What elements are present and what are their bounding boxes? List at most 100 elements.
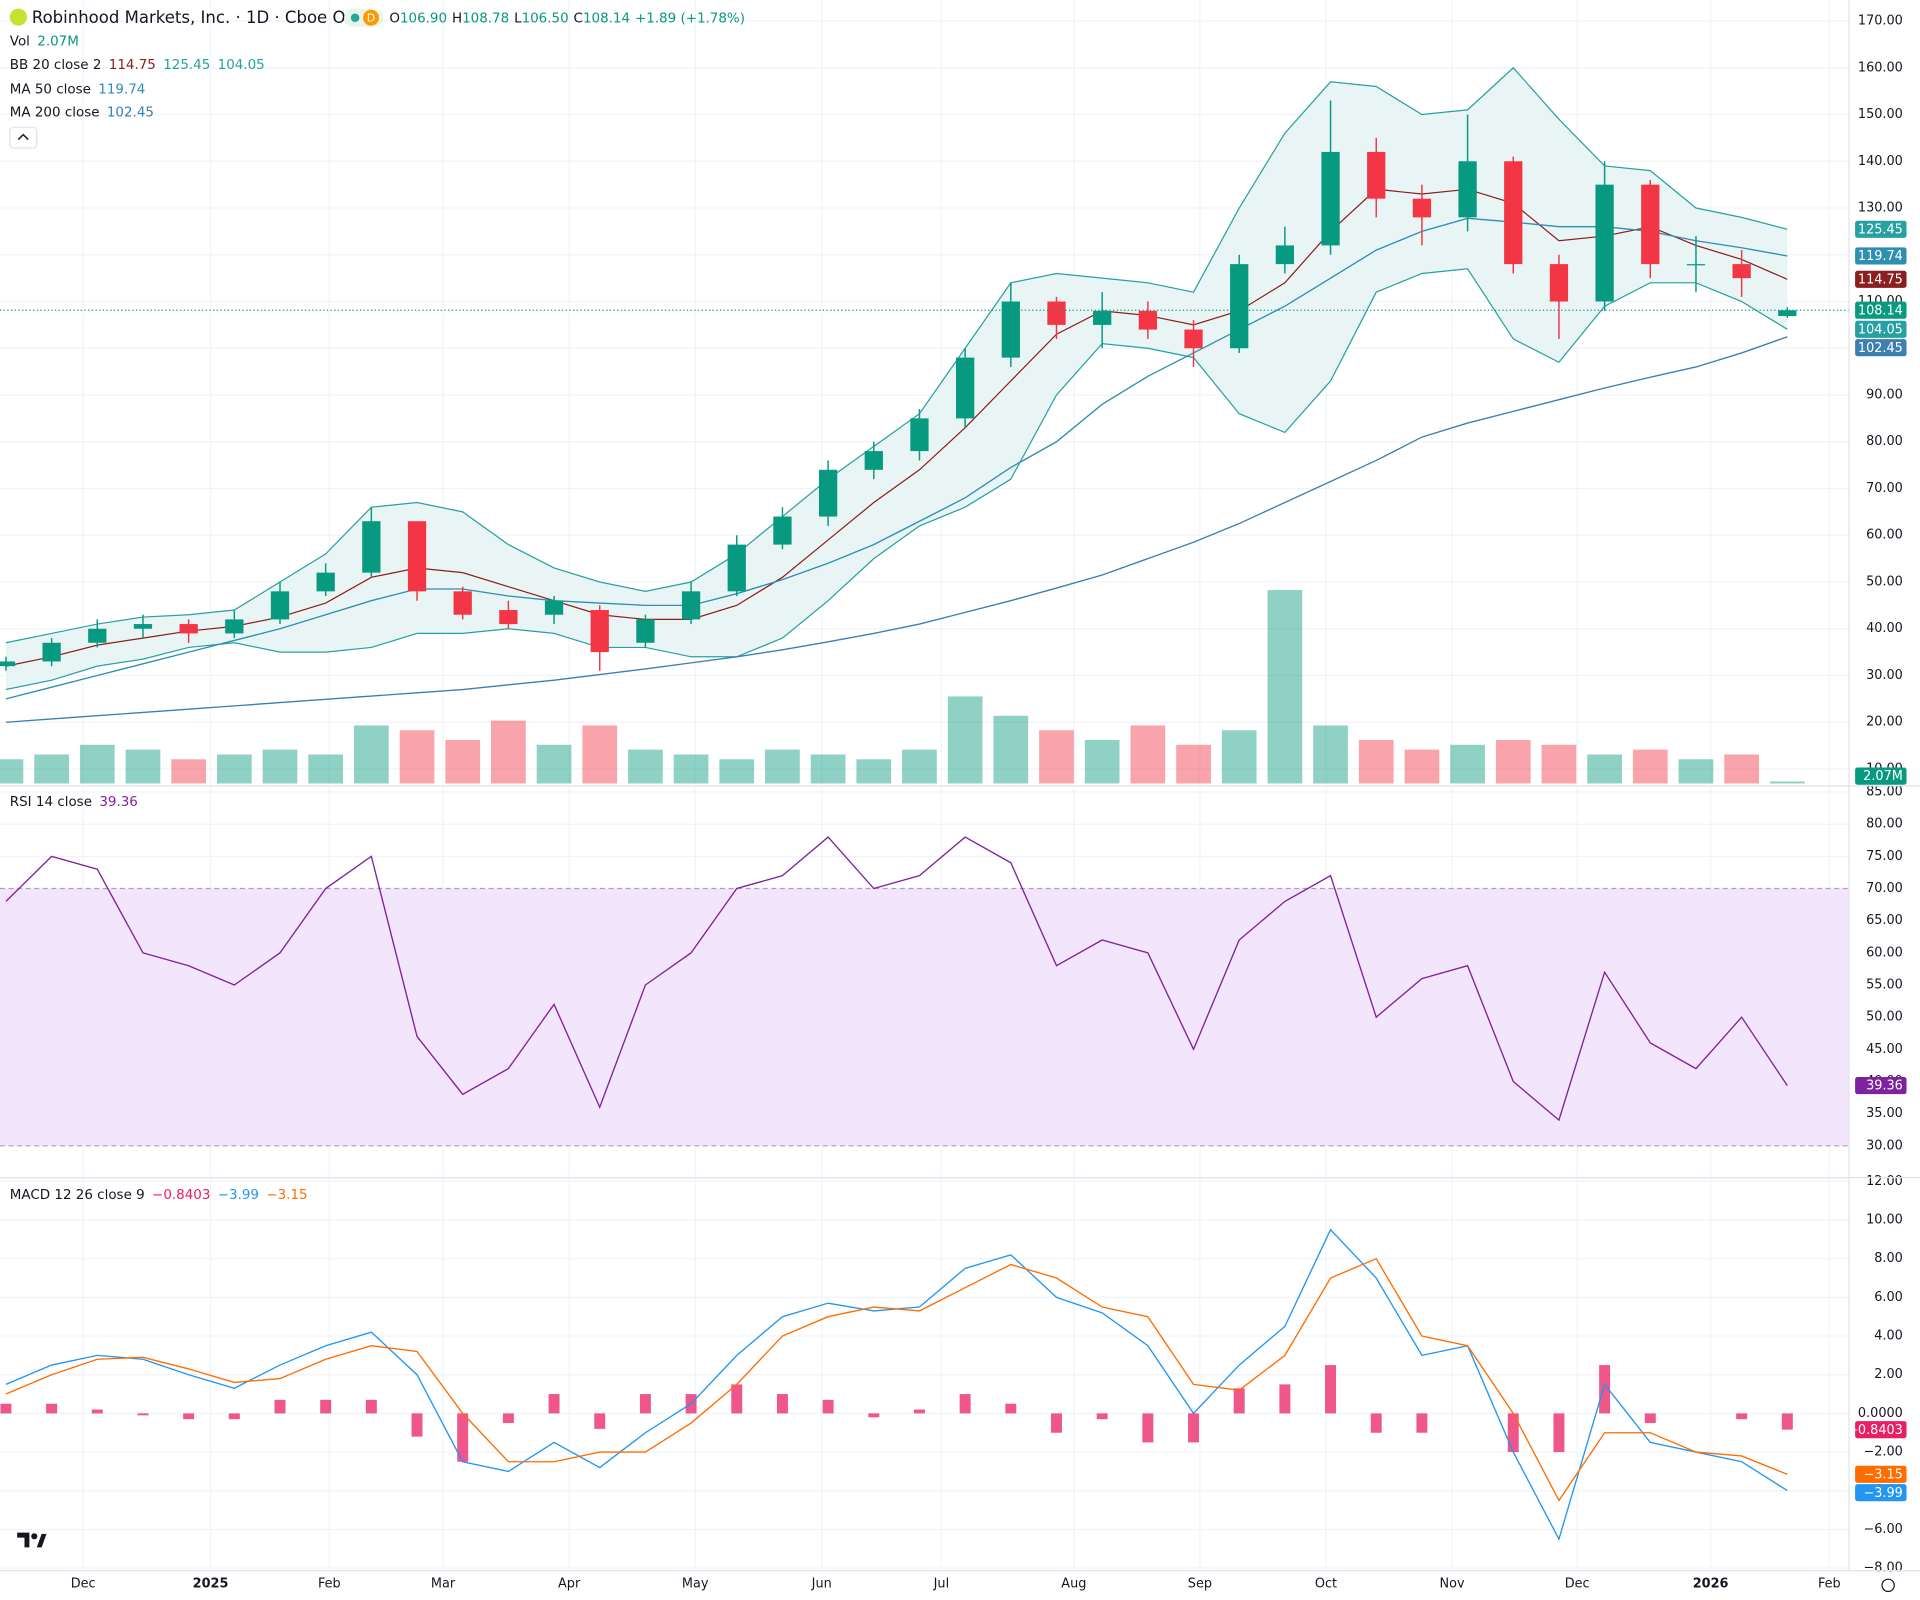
candle-body (681, 591, 701, 620)
legend-value: 125.45 (163, 58, 210, 73)
legend: Vol 2.07M (10, 35, 79, 50)
price-badge (1855, 1077, 1907, 1095)
volume-bar (353, 725, 389, 784)
bb-fill (5, 67, 1788, 690)
ohlc-label: H (452, 11, 462, 26)
volume-bar (1587, 754, 1622, 784)
legend: MA 50 close 119.74 (10, 82, 146, 97)
y-tick-label: 140.00 (1858, 154, 1903, 169)
logo-part (36, 1533, 47, 1548)
candle-body (1093, 310, 1112, 325)
legend: BB 20 close 2 114.75 125.45 104.05 (10, 58, 265, 73)
price-badge-text: 114.75 (1858, 272, 1903, 287)
volume-bar (1632, 749, 1668, 784)
histogram-bar (1644, 1413, 1656, 1424)
candle-body (499, 610, 518, 625)
candle-body (362, 521, 381, 573)
histogram-bar (959, 1394, 971, 1414)
histogram-bar (46, 1403, 58, 1414)
histogram-bar (365, 1399, 377, 1414)
y-tick-label: −8.00 (1863, 1561, 1902, 1576)
ohlc-value: 106.50 (522, 11, 569, 26)
histogram-bar (228, 1413, 240, 1420)
candle-body (453, 591, 472, 615)
candle-body (818, 469, 838, 517)
price-badge (1855, 1421, 1907, 1439)
histogram-bar (1051, 1413, 1062, 1433)
histogram-bar (868, 1413, 880, 1418)
histogram-bar (1005, 1403, 1017, 1414)
price-badge-text: 39.36 (1866, 1079, 1903, 1094)
volume-bar (765, 749, 800, 784)
symbol-logo[interactable] (9, 8, 27, 26)
volume-bar (34, 754, 69, 784)
y-tick-label: 30.00 (1866, 1138, 1903, 1153)
histogram-bar (822, 1399, 834, 1414)
candle-body (1686, 264, 1706, 266)
y-tick-label: 0.0000 (1858, 1406, 1903, 1421)
y-tick-label: 55.00 (1866, 978, 1903, 993)
volume-bar (491, 720, 526, 784)
volume-bar (1678, 759, 1714, 784)
candle-body (1230, 264, 1249, 349)
volume-bar (1358, 739, 1394, 784)
volume-bar (673, 754, 709, 784)
price-badge (1855, 220, 1907, 238)
y-tick-label: −2.00 (1863, 1445, 1902, 1460)
price-badge-text: 125.45 (1858, 222, 1903, 237)
price-badge-text: 104.05 (1858, 322, 1903, 337)
y-tick-label: 12.00 (1866, 1174, 1903, 1189)
y-tick-label: 60.00 (1866, 945, 1903, 960)
x-tick-label: Feb (318, 1577, 341, 1592)
collapse-icon (17, 133, 29, 141)
histogram-bar (274, 1399, 286, 1414)
histogram-bar (91, 1409, 103, 1414)
volume-bar (856, 759, 892, 784)
y-tick-label: 90.00 (1866, 388, 1903, 403)
signal-line (5, 1257, 1788, 1502)
legend: RSI 14 close 39.36 (10, 795, 138, 810)
volume-bar (1130, 725, 1166, 784)
collapse-button[interactable] (9, 126, 38, 149)
x-tick-label: Feb (1818, 1577, 1841, 1592)
x-tick-label: May (682, 1577, 709, 1592)
volume-bar (993, 715, 1029, 784)
legend-value: 102.45 (107, 106, 154, 121)
price-badge (1855, 270, 1907, 288)
y-tick-label: 4.00 (1874, 1329, 1903, 1344)
candle-body (0, 661, 16, 667)
candle-body (1138, 310, 1157, 330)
tv-logo[interactable] (17, 1532, 47, 1548)
y-tick-label: 70.00 (1866, 881, 1903, 896)
y-tick-label: 85.00 (1866, 785, 1903, 800)
candle-body (1458, 161, 1477, 218)
price-change: +1.89 (+1.78%) (635, 11, 745, 26)
volume-bar (308, 754, 344, 784)
x-tick-label: Jun (811, 1577, 832, 1592)
histogram-bar (1599, 1365, 1611, 1414)
rsi-band (0, 888, 1849, 1146)
histogram-bar (1781, 1413, 1793, 1430)
candle-body (179, 624, 198, 634)
ohlc-label: L (514, 11, 522, 26)
legend-name: MACD 12 26 close 9 (10, 1188, 145, 1203)
candle-body (1275, 245, 1295, 265)
symbol-title[interactable]: Robinhood Markets, Inc. · 1D · Cboe One (32, 8, 366, 27)
labels: Dec 2025 Feb Mar Apr May Jun Jul Aug Sep Oct Nov Dec… (10, 14, 1907, 1592)
candle-body (270, 591, 290, 620)
x-tick-label: 2025 (193, 1577, 229, 1592)
volume-bar (628, 749, 663, 784)
settings-icon[interactable] (1881, 1578, 1895, 1593)
volume-bar (399, 730, 435, 784)
status-dot (350, 13, 360, 23)
histogram-bar (137, 1413, 149, 1416)
y-tick-label: 80.00 (1866, 434, 1903, 449)
candle-body (1001, 301, 1020, 358)
histogram-bar (1188, 1413, 1200, 1443)
legend-value: 119.74 (98, 82, 145, 97)
ohlc-values: O106.90 H108.78 L106.50 C108.14 +1.89 (+1.78… (389, 11, 745, 26)
y-tick-label: −6.00 (1863, 1522, 1902, 1537)
x-tick-label: Jul (933, 1577, 950, 1592)
histogram-bar (1325, 1365, 1337, 1414)
volume-bar (536, 744, 572, 784)
